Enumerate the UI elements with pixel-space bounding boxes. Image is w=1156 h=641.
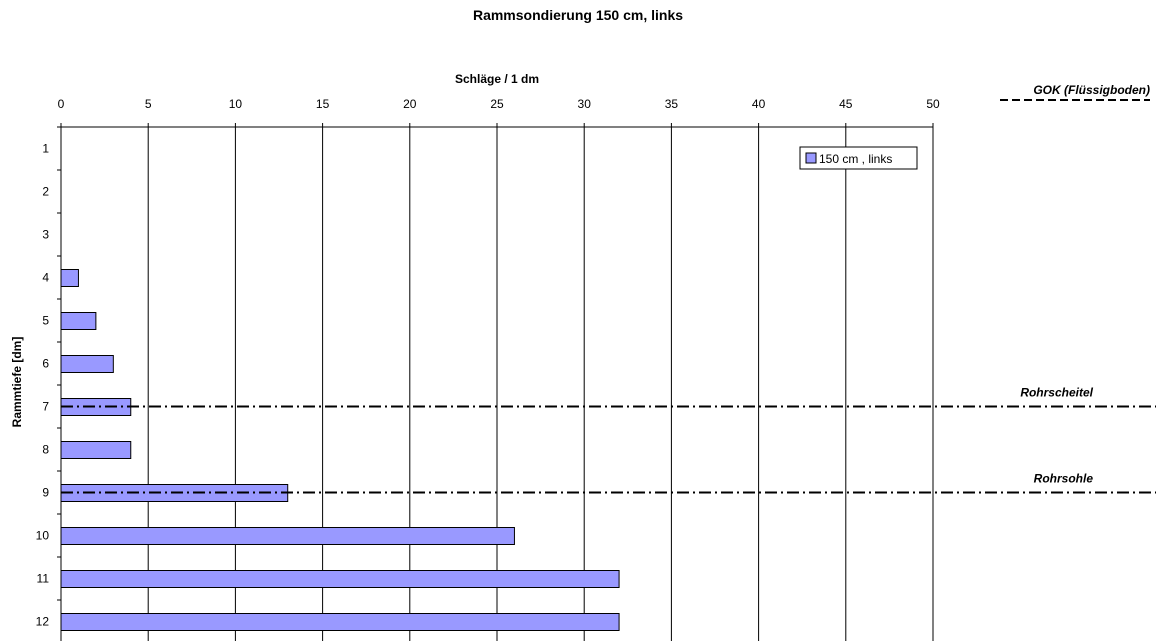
y-tick-label: 1 [42, 142, 49, 156]
grid-layer [147, 127, 934, 641]
bar [60, 355, 114, 373]
bars-layer [60, 269, 620, 631]
y-tick-label: 10 [36, 529, 50, 543]
reference-line-label: GOK (Flüssigboden) [1033, 83, 1150, 97]
y-axis-label: Rammtiefe [dm] [10, 337, 24, 428]
bar [60, 570, 620, 588]
x-tick-label: 25 [490, 97, 504, 111]
y-tick-label: 6 [42, 357, 49, 371]
x-tick-label: 10 [229, 97, 243, 111]
bar [60, 441, 132, 459]
bar [60, 527, 515, 545]
x-tick-label: 30 [578, 97, 592, 111]
reference-lines-layer: GOK (Flüssigboden) Rohrscheitel Rohrsohle [61, 83, 1156, 494]
y-tick-label: 5 [42, 314, 49, 328]
legend-label: 150 cm , links [819, 152, 892, 166]
bar [60, 269, 79, 287]
y-tick-label: 12 [36, 615, 50, 629]
y-tick-label: 7 [42, 400, 49, 414]
bar [60, 613, 620, 631]
x-axis-label: Schläge / 1 dm [455, 72, 539, 86]
x-tick-label: 50 [926, 97, 940, 111]
y-tick-label: 9 [42, 486, 49, 500]
y-tick-label: 3 [42, 228, 49, 242]
y-tick-label: 4 [42, 271, 49, 285]
legend-swatch [805, 152, 817, 164]
x-tick-label: 15 [316, 97, 330, 111]
bar [60, 312, 97, 330]
x-tick-label: 40 [752, 97, 766, 111]
x-tick-label: 20 [403, 97, 417, 111]
y-tick-label: 8 [42, 443, 49, 457]
x-tick-label: 0 [58, 97, 65, 111]
x-tick-label: 45 [839, 97, 853, 111]
reference-line-label: Rohrsohle [1034, 472, 1094, 486]
reference-line-label: Rohrscheitel [1020, 386, 1093, 400]
y-tick-label: 2 [42, 185, 49, 199]
legend-box [799, 146, 918, 170]
legend: 150 cm , links [799, 146, 918, 170]
x-tick-label: 5 [145, 97, 152, 111]
y-tick-label: 11 [37, 572, 50, 586]
x-tick-label: 35 [665, 97, 679, 111]
chart-title: Rammsondierung 150 cm, links [473, 7, 683, 23]
